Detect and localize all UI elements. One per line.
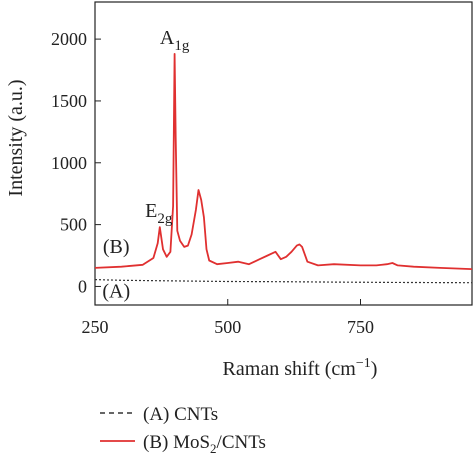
y-axis-title: Intensity (a.u.) bbox=[5, 79, 27, 196]
axis-ticks: 0 500 1000 1500 2000 250 500 750 bbox=[51, 29, 374, 337]
series-line-1 bbox=[94, 53, 473, 270]
legend-label-mos2: (B) MoS2/CNTs bbox=[143, 432, 266, 456]
legend: (A) CNTs (B) MoS2/CNTs bbox=[100, 404, 266, 456]
x-axis-title-sup: −1 bbox=[356, 356, 371, 371]
annotation-2: (B) bbox=[103, 236, 130, 258]
annotation-main: E bbox=[145, 200, 157, 222]
legend-label-mos2-sub: 2 bbox=[210, 441, 217, 456]
annotation-main: (A) bbox=[102, 281, 130, 303]
annotation-0: A1g bbox=[160, 27, 190, 54]
y-tick-label: 2000 bbox=[51, 29, 87, 49]
plot-frame bbox=[94, 1, 473, 306]
series-line-0 bbox=[94, 279, 473, 284]
series-layer bbox=[94, 53, 473, 284]
legend-label-mos2-a: (B) MoS bbox=[143, 432, 210, 453]
x-axis-title: Raman shift (cm−1) bbox=[223, 356, 378, 380]
legend-label-cnts: (A) CNTs bbox=[143, 404, 218, 425]
y-tick-label: 1500 bbox=[51, 91, 87, 111]
x-tick-label: 750 bbox=[347, 317, 374, 337]
y-tick-label: 500 bbox=[60, 215, 87, 235]
y-tick-label: 1000 bbox=[51, 153, 87, 173]
annotation-1: E2g bbox=[145, 200, 173, 227]
x-tick-label: 500 bbox=[214, 317, 241, 337]
annotation-layer: A1g E2g (B) (A) bbox=[102, 27, 190, 303]
x-axis-title-close: ) bbox=[371, 358, 378, 380]
x-tick-label: 250 bbox=[82, 317, 109, 337]
annotation-main: A bbox=[160, 27, 175, 49]
annotation-3: (A) bbox=[102, 281, 130, 303]
annotation-sub: 1g bbox=[174, 38, 190, 54]
annotation-sub: 2g bbox=[157, 211, 173, 227]
x-axis-title-main: Raman shift (cm bbox=[223, 358, 357, 380]
legend-label-mos2-b: /CNTs bbox=[217, 432, 266, 453]
y-tick-label: 0 bbox=[78, 276, 87, 296]
annotation-main: (B) bbox=[103, 236, 130, 258]
